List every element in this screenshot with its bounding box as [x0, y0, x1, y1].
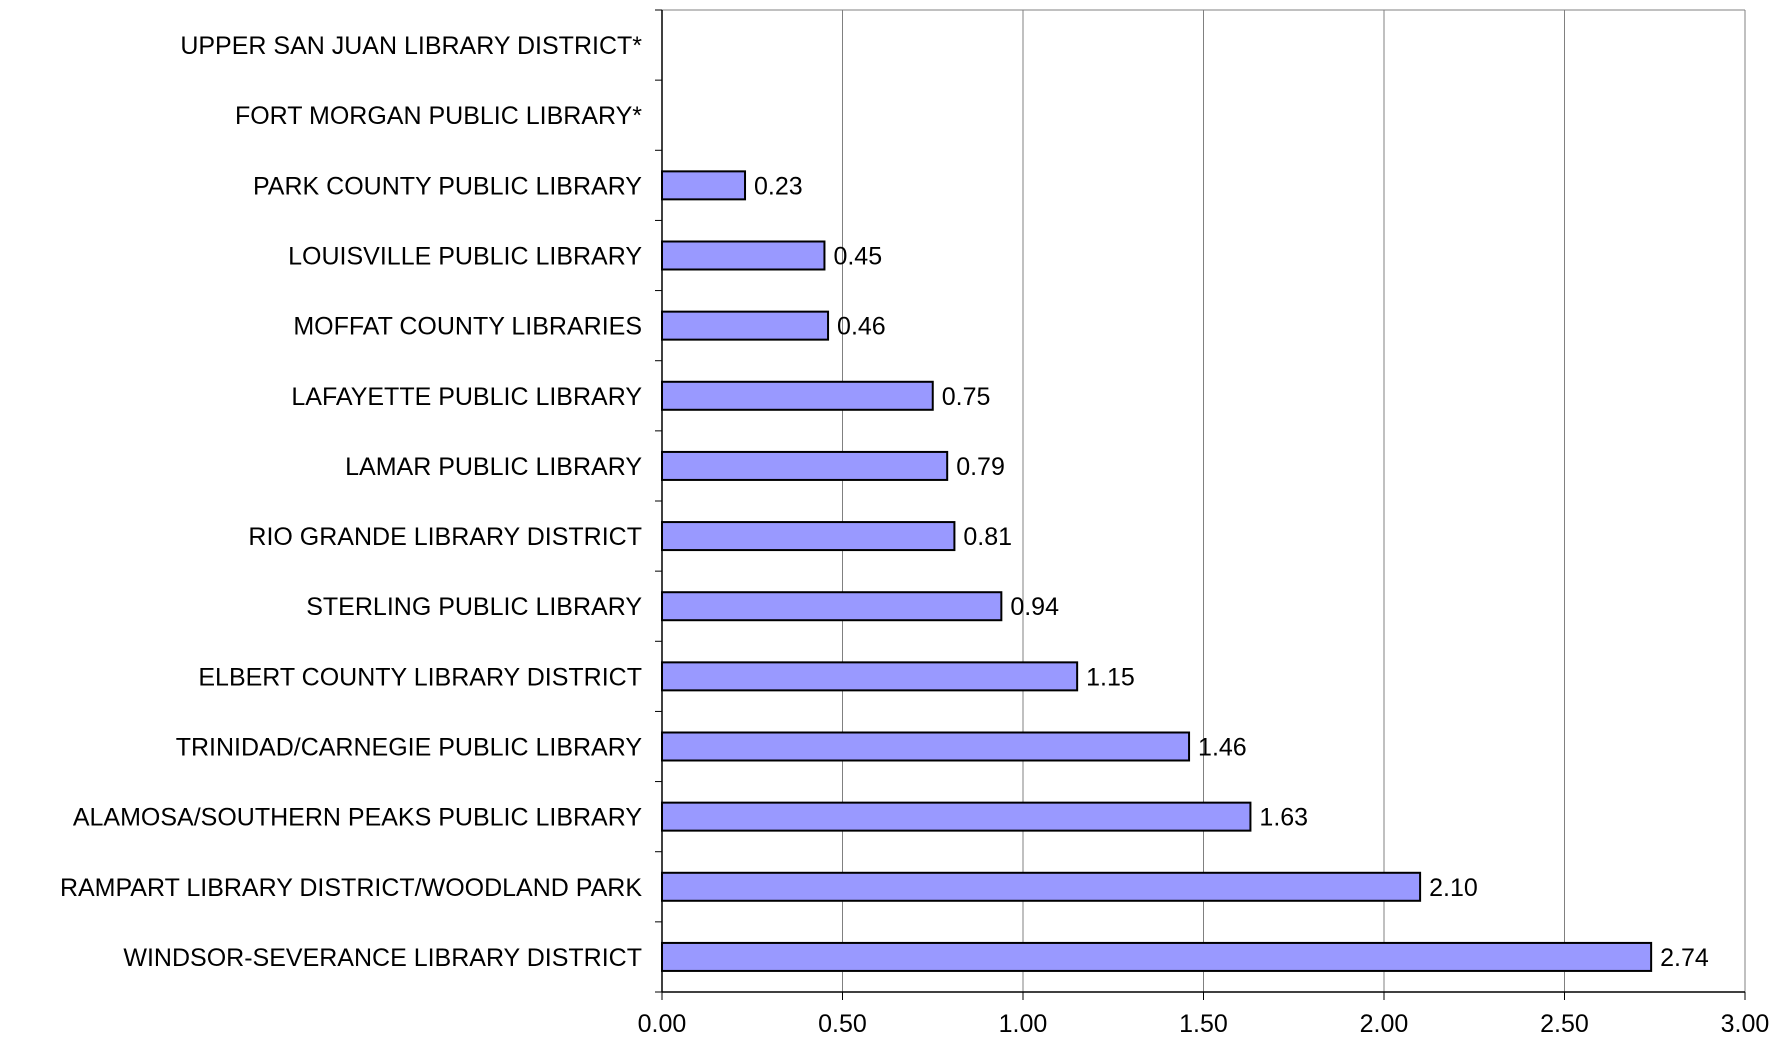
x-tick-label: 0.50	[818, 1010, 867, 1038]
data-label: 0.45	[833, 243, 882, 271]
bar	[661, 521, 956, 552]
category-label: PARK COUNTY PUBLIC LIBRARY	[253, 172, 642, 200]
category-label: LAFAYETTE PUBLIC LIBRARY	[291, 383, 642, 411]
bar	[661, 871, 1422, 902]
data-label: 0.75	[942, 383, 991, 411]
data-label: 0.79	[956, 453, 1005, 481]
bar	[661, 731, 1191, 762]
bar	[661, 240, 826, 271]
category-label: RIO GRANDE LIBRARY DISTRICT	[248, 523, 642, 551]
category-label: MOFFAT COUNTY LIBRARIES	[293, 313, 642, 341]
data-label: 1.63	[1259, 804, 1308, 832]
bar	[661, 310, 830, 341]
x-tick-label: 1.00	[999, 1010, 1048, 1038]
x-tick-label: 0.00	[638, 1010, 687, 1038]
category-label: STERLING PUBLIC LIBRARY	[306, 593, 642, 621]
bar	[661, 661, 1079, 692]
axes: 0.00 0.50 1.00 1.50 2.00 2.50 3.00	[638, 9, 1770, 1038]
category-label: FORT MORGAN PUBLIC LIBRARY*	[235, 102, 642, 130]
x-tick-label: 2.00	[1360, 1010, 1409, 1038]
bar	[661, 380, 934, 411]
x-tick-label: 1.50	[1179, 1010, 1228, 1038]
bars	[661, 170, 1653, 972]
x-tick-label: 3.00	[1721, 1010, 1770, 1038]
category-label: LOUISVILLE PUBLIC LIBRARY	[288, 243, 642, 271]
data-label: 1.46	[1198, 734, 1247, 762]
data-label: 2.10	[1429, 874, 1478, 902]
category-label: ELBERT COUNTY LIBRARY DISTRICT	[198, 663, 642, 691]
data-label: 1.15	[1086, 663, 1135, 691]
bar	[661, 941, 1653, 972]
labels: UPPER SAN JUAN LIBRARY DISTRICT* FORT MOR…	[60, 32, 1709, 972]
data-label: 2.74	[1660, 944, 1709, 972]
bar	[661, 450, 949, 481]
x-tick-label: 2.50	[1540, 1010, 1589, 1038]
category-label: RAMPART LIBRARY DISTRICT/WOODLAND PARK	[60, 874, 642, 902]
bar	[661, 170, 747, 201]
bar	[661, 591, 1003, 622]
gridlines	[662, 9, 1746, 992]
category-label: TRINIDAD/CARNEGIE PUBLIC LIBRARY	[176, 734, 643, 762]
category-label: LAMAR PUBLIC LIBRARY	[345, 453, 642, 481]
data-label: 0.94	[1010, 593, 1059, 621]
data-label: 0.23	[754, 172, 803, 200]
category-label: ALAMOSA/SOUTHERN PEAKS PUBLIC LIBRARY	[73, 804, 642, 832]
bar	[661, 801, 1252, 832]
category-label: UPPER SAN JUAN LIBRARY DISTRICT*	[180, 32, 642, 60]
category-label: WINDSOR-SEVERANCE LIBRARY DISTRICT	[123, 944, 642, 972]
data-label: 0.46	[837, 313, 886, 341]
data-label: 0.81	[963, 523, 1012, 551]
